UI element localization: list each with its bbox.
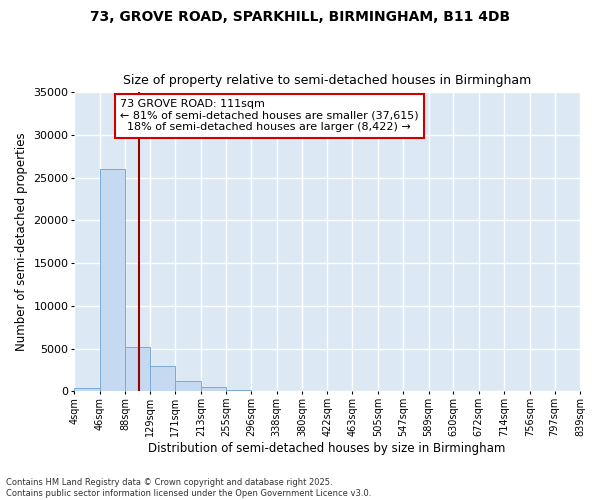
Bar [201,386,226,392]
Y-axis label: Number of semi-detached properties: Number of semi-detached properties [15,132,28,351]
Bar [226,390,251,392]
Text: Contains HM Land Registry data © Crown copyright and database right 2025.
Contai: Contains HM Land Registry data © Crown c… [6,478,371,498]
Text: 73 GROVE ROAD: 111sqm
← 81% of semi-detached houses are smaller (37,615)
  18% o: 73 GROVE ROAD: 111sqm ← 81% of semi-deta… [120,99,419,132]
Bar [74,388,100,392]
X-axis label: Distribution of semi-detached houses by size in Birmingham: Distribution of semi-detached houses by … [148,442,506,455]
Title: Size of property relative to semi-detached houses in Birmingham: Size of property relative to semi-detach… [123,74,531,87]
Bar [125,347,150,392]
Text: 73, GROVE ROAD, SPARKHILL, BIRMINGHAM, B11 4DB: 73, GROVE ROAD, SPARKHILL, BIRMINGHAM, B… [90,10,510,24]
Bar [175,381,201,392]
Bar [150,366,175,392]
Bar [100,169,125,392]
